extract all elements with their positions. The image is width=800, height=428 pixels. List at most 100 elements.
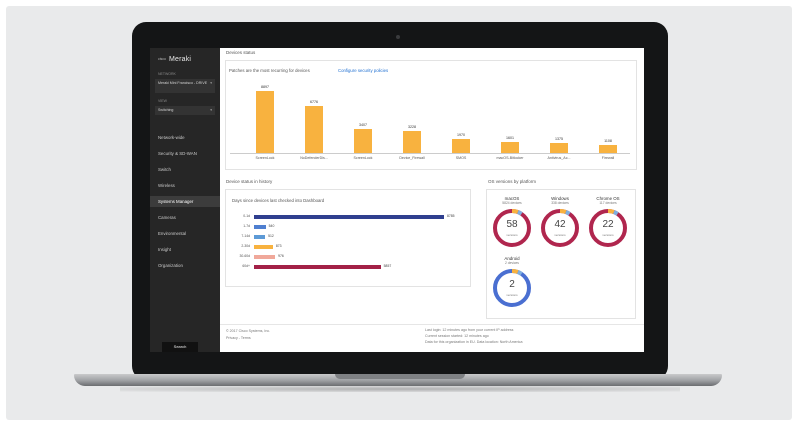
bar-value-label: 3407 [359, 123, 367, 128]
bar-value-label: 1108 [604, 139, 612, 144]
os-versions-title: OS versions by platform [488, 179, 537, 184]
sidebar-item-organization[interactable]: Organization [158, 263, 183, 268]
footer-data-note: Data for this organization in EU. Data l… [425, 340, 523, 344]
bar[interactable] [354, 129, 372, 153]
bar-category-label: ScreenLock [255, 156, 275, 160]
device-status-subtitle: Patches are the most recurring for devic… [229, 68, 310, 73]
donut-ring: 58 versions [491, 207, 533, 249]
bar-value-label: 1601 [506, 135, 514, 140]
bar-value-label: 1970 [457, 133, 465, 138]
hbar-label: 60d+ [242, 264, 250, 268]
bar[interactable] [452, 139, 470, 153]
bar[interactable] [550, 143, 568, 153]
network-selector-value: Meraki Mini Francisco - DRIVE [158, 81, 208, 85]
chevron-down-icon: ▾ [210, 81, 212, 85]
network-label: NETWORK [158, 72, 176, 76]
os-version-card[interactable]: Windows 338 devices 42 versions [537, 196, 583, 249]
sidebar-item-systems-manager[interactable]: Systems Manager [150, 196, 220, 207]
hbar[interactable] [254, 255, 276, 259]
bar[interactable] [599, 145, 617, 153]
sidebar: cisco Meraki NETWORK Meraki Mini Francis… [150, 48, 220, 352]
footer-copyright: © 2017 Cisco Systems, Inc. [226, 329, 271, 333]
os-versions-panel: macOS 5824 devices 58 versions Windows 338 de… [486, 189, 636, 319]
hbar-label: 2-30d [241, 244, 250, 248]
main-content: Devices status Patches are the most recu… [220, 48, 644, 352]
hbar[interactable] [254, 215, 444, 219]
meraki-logo: cisco Meraki [158, 54, 216, 64]
chevron-down-icon: ▾ [210, 108, 212, 112]
inventory-panel: Days since devices last checked into Das… [225, 189, 471, 287]
os-name: Android [504, 256, 520, 261]
hbar[interactable] [254, 265, 381, 269]
bar-category-label: ScreenLock [353, 156, 373, 160]
laptop-screen: cisco Meraki NETWORK Meraki Mini Francis… [150, 48, 644, 352]
laptop-shadow [120, 386, 680, 392]
donut-value: 2 [509, 279, 515, 290]
laptop-notch [335, 374, 465, 379]
bar-category-label: NoDefenderDis... [300, 156, 328, 160]
hbar[interactable] [254, 245, 273, 249]
hbar-value-label: 5857 [383, 264, 392, 268]
cisco-logo-icon: cisco [158, 56, 166, 61]
view-selector-value: Switching [158, 108, 174, 112]
bar-category-label: macOS-Bitlocker [496, 156, 524, 160]
footer-divider [220, 324, 644, 325]
donut-value: 58 [506, 219, 518, 230]
sidebar-item-environmental[interactable]: Environmental [158, 231, 187, 236]
hbar-label: 7-14d [241, 234, 250, 238]
sidebar-item-insight[interactable]: Insight [158, 247, 171, 252]
os-name: Chrome OS [596, 196, 620, 201]
donut-unit: versions [554, 233, 566, 237]
bar-value-label: 1375 [555, 137, 563, 142]
sidebar-item-switch[interactable]: Switch [158, 167, 171, 172]
hbar-value-label: 976 [278, 254, 284, 258]
bar[interactable] [403, 130, 421, 153]
os-device-count: 117 devices [599, 201, 617, 205]
donut-value: 22 [602, 219, 614, 230]
os-device-count: 5824 devices [502, 201, 522, 205]
footer-login-info: Last login: 12 minutes ago from your cur… [425, 328, 514, 332]
bar[interactable] [501, 141, 519, 153]
hbar-value-label: 873 [275, 244, 282, 248]
bar-category-label: Device_Firewall [399, 156, 425, 160]
os-version-card[interactable]: Android 2 devices 2 versions [489, 256, 535, 309]
sidebar-item-network-wide[interactable]: Network-wide [158, 135, 185, 140]
os-version-card[interactable]: macOS 5824 devices 58 versions [489, 196, 535, 249]
bar-category-label: Firewall [601, 156, 615, 160]
os-version-card[interactable]: Chrome OS 117 devices 22 versions [585, 196, 631, 249]
camera-icon [396, 35, 400, 39]
bar[interactable] [305, 105, 323, 153]
inventory-subtitle: Days since devices last checked into Das… [232, 198, 325, 203]
search-button[interactable]: Search [162, 342, 198, 352]
sidebar-item-security[interactable]: Security & SD-WAN [158, 151, 197, 156]
donut-ring: 22 versions [587, 207, 629, 249]
configure-policies-link[interactable]: Configure security policies [338, 68, 389, 73]
hbar[interactable] [254, 225, 266, 229]
sidebar-item-wireless[interactable]: Wireless [158, 183, 175, 188]
chart-baseline [230, 153, 630, 154]
network-selector[interactable]: Meraki Mini Francisco - DRIVE ▾ [155, 79, 215, 93]
bar[interactable] [256, 91, 274, 153]
device-status-title: Devices status [226, 50, 256, 55]
hbar-label: 1-7d [243, 224, 250, 228]
bar-value-label: 3228 [408, 124, 416, 129]
bar-category-label: Antivirus_Ac... [547, 156, 571, 160]
hbar[interactable] [254, 235, 266, 239]
sidebar-item-cameras[interactable]: Cameras [158, 215, 176, 220]
hbar-value-label: 512 [268, 234, 274, 238]
laptop-base [74, 374, 722, 386]
bar-value-label: 8897 [261, 85, 269, 89]
donut-unit: versions [602, 233, 614, 237]
donut-unit: versions [506, 233, 518, 237]
inventory-title: Device status in history [226, 179, 273, 184]
bar-category-label: SMOS [455, 156, 467, 160]
hbar-label: 30-60d [239, 254, 250, 258]
os-device-count: 2 devices [505, 261, 519, 265]
view-label: VIEW [158, 99, 167, 103]
view-selector[interactable]: Switching ▾ [155, 106, 215, 115]
footer-links[interactable]: Privacy - Terms [226, 336, 251, 340]
donut-ring: 2 versions [491, 267, 533, 309]
donut-unit: versions [506, 293, 518, 297]
os-name: macOS [504, 196, 520, 201]
hbar-label: 0-1d [243, 214, 250, 218]
